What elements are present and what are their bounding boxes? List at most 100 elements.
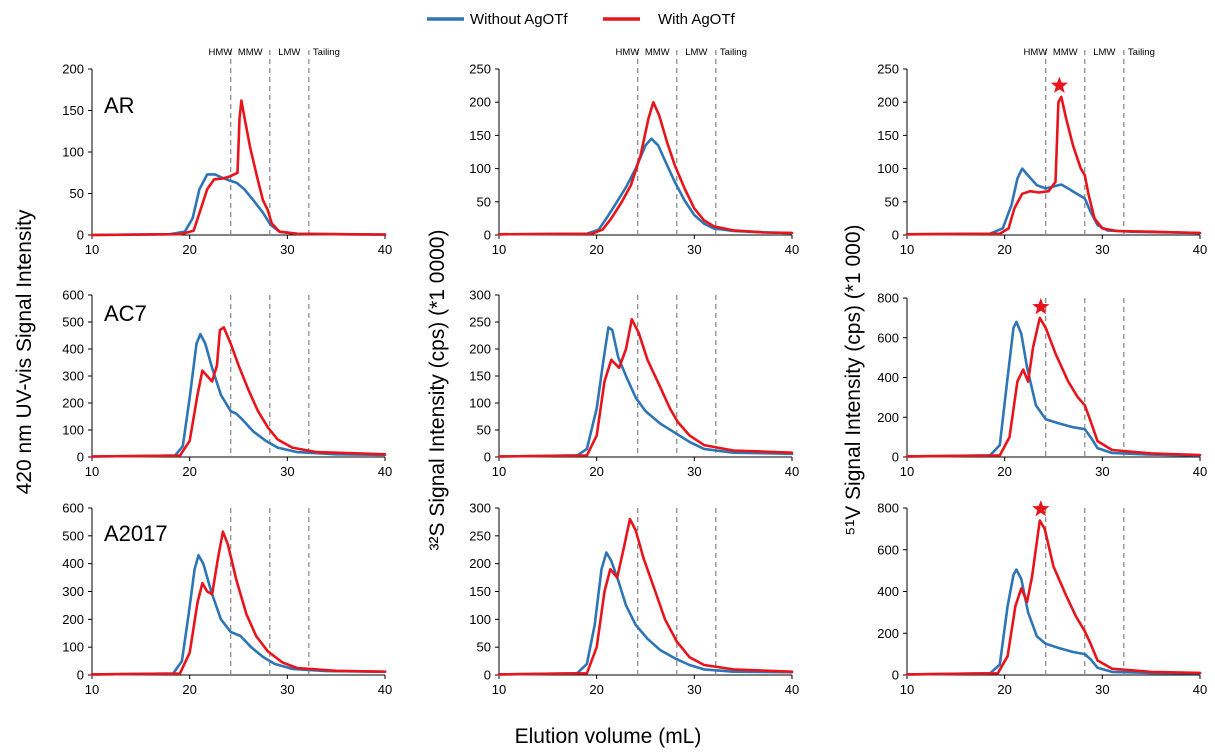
x-tick-label: 40 — [378, 682, 392, 697]
s-axis-title: ³²S Signal Intensity (cps) (*1 0000) — [426, 230, 449, 551]
y-tick-label: 100 — [62, 145, 84, 160]
y-tick-label: 100 — [877, 161, 899, 176]
x-tick-label: 30 — [687, 464, 701, 479]
x-tick-label: 30 — [1095, 242, 1109, 257]
x-tick-label: 30 — [687, 682, 701, 697]
series-line-without — [90, 554, 387, 676]
x-axis-title: Elution volume (mL) — [515, 725, 702, 748]
y-tick-label: 0 — [484, 450, 491, 465]
band-label-hmw: HMW — [1024, 47, 1048, 58]
series-line-with — [90, 99, 387, 237]
uv-axis-title: 420 nm UV-vis Signal Intensity — [13, 209, 36, 494]
y-tick-label: 200 — [62, 396, 84, 411]
y-tick-label: 50 — [885, 194, 899, 209]
y-tick-label: 100 — [469, 612, 491, 627]
x-tick-label: 20 — [997, 464, 1011, 479]
y-tick-label: 200 — [62, 612, 84, 627]
y-tick-label: 0 — [484, 228, 491, 243]
y-tick-label: 150 — [469, 584, 491, 599]
y-tick-label: 50 — [477, 423, 491, 438]
x-tick-label: 20 — [182, 242, 196, 257]
legend-without-label: Without AgOTf — [470, 11, 568, 28]
y-tick-label: 100 — [469, 396, 491, 411]
panel-v-ar: 0 50 100 150 200 250 10 20 30 40 HMW MMW LMW Tailing — [877, 47, 1207, 257]
y-tick-label: 400 — [877, 370, 899, 385]
x-tick-label: 20 — [589, 464, 603, 479]
series-line-without — [905, 167, 1202, 236]
y-tick-label: 150 — [469, 128, 491, 143]
band-label-tailing: Tailing — [313, 47, 340, 58]
x-tick-label: 40 — [785, 464, 799, 479]
y-tick-label: 200 — [62, 62, 84, 77]
x-tick-label: 20 — [182, 464, 196, 479]
series-line-without — [905, 568, 1202, 676]
y-tick-label: 250 — [469, 528, 491, 543]
y-tick-label: 400 — [62, 556, 84, 571]
band-label-lmw: LMW — [685, 47, 707, 58]
y-tick-label: 50 — [477, 194, 491, 209]
band-label-mmw: MMW — [645, 47, 670, 58]
y-tick-label: 0 — [77, 668, 84, 683]
y-tick-label: 200 — [469, 342, 491, 357]
band-label-hmw: HMW — [209, 47, 233, 58]
band-label-mmw: MMW — [1053, 47, 1078, 58]
legend-with-label: With AgOTf — [658, 11, 736, 28]
y-tick-label: 100 — [62, 423, 84, 438]
y-tick-label: 200 — [877, 95, 899, 110]
x-tick-label: 20 — [182, 682, 196, 697]
x-tick-label: 10 — [492, 682, 506, 697]
y-tick-label: 600 — [62, 501, 84, 516]
panel-s-ar: 0 50 100 150 200 250 10 20 30 40 HMW MMW LMW Tailing — [469, 47, 799, 257]
band-label-tailing: Tailing — [720, 47, 747, 58]
y-tick-label: 300 — [469, 288, 491, 303]
y-tick-label: 50 — [477, 640, 491, 655]
panel-s-ac7: 0 50 100 150 200 250 300 10 20 30 40 — [469, 288, 799, 480]
x-tick-label: 40 — [1193, 464, 1207, 479]
v-axis-title: ⁵¹V Signal Intensity (cps) (*1 000) — [842, 224, 865, 535]
y-tick-label: 150 — [469, 369, 491, 384]
y-tick-label: 800 — [877, 501, 899, 516]
x-tick-label: 40 — [378, 242, 392, 257]
y-tick-label: 300 — [62, 369, 84, 384]
y-tick-label: 0 — [892, 668, 899, 683]
x-tick-label: 10 — [492, 242, 506, 257]
star-marker — [1032, 297, 1050, 315]
x-tick-label: 30 — [280, 242, 294, 257]
x-tick-label: 30 — [687, 242, 701, 257]
y-tick-label: 0 — [892, 228, 899, 243]
x-tick-label: 40 — [785, 242, 799, 257]
x-tick-label: 10 — [900, 242, 914, 257]
legend: Without AgOTf With AgOTf — [427, 11, 736, 28]
series-line-with — [905, 316, 1202, 458]
y-tick-label: 0 — [892, 450, 899, 465]
x-tick-label: 30 — [280, 464, 294, 479]
star-marker — [1050, 76, 1068, 93]
x-tick-label: 10 — [900, 464, 914, 479]
sample-label-ac7: AC7 — [104, 301, 147, 326]
panel-v-a2017: 0 200 400 600 800 10 20 30 40 — [877, 500, 1207, 697]
series-line-without — [905, 320, 1202, 458]
x-tick-label: 10 — [492, 464, 506, 479]
y-tick-label: 600 — [877, 330, 899, 345]
x-tick-label: 10 — [85, 682, 99, 697]
y-tick-label: 100 — [469, 161, 491, 176]
panel-v-ac7: 0 200 400 600 800 10 20 30 40 — [877, 291, 1207, 480]
series-line-with — [497, 100, 794, 236]
x-tick-label: 10 — [85, 464, 99, 479]
y-tick-label: 600 — [62, 288, 84, 303]
band-label-lmw: LMW — [1093, 47, 1115, 58]
y-tick-label: 200 — [877, 626, 899, 641]
y-tick-label: 200 — [469, 95, 491, 110]
series-line-without — [497, 137, 794, 236]
y-tick-label: 0 — [77, 450, 84, 465]
y-tick-label: 100 — [62, 640, 84, 655]
series-line-without — [497, 551, 794, 676]
star-marker — [1032, 500, 1050, 517]
x-tick-label: 20 — [589, 682, 603, 697]
y-tick-label: 600 — [877, 542, 899, 557]
x-tick-label: 20 — [997, 242, 1011, 257]
y-tick-label: 200 — [469, 556, 491, 571]
y-tick-label: 0 — [484, 668, 491, 683]
y-tick-label: 250 — [877, 62, 899, 77]
